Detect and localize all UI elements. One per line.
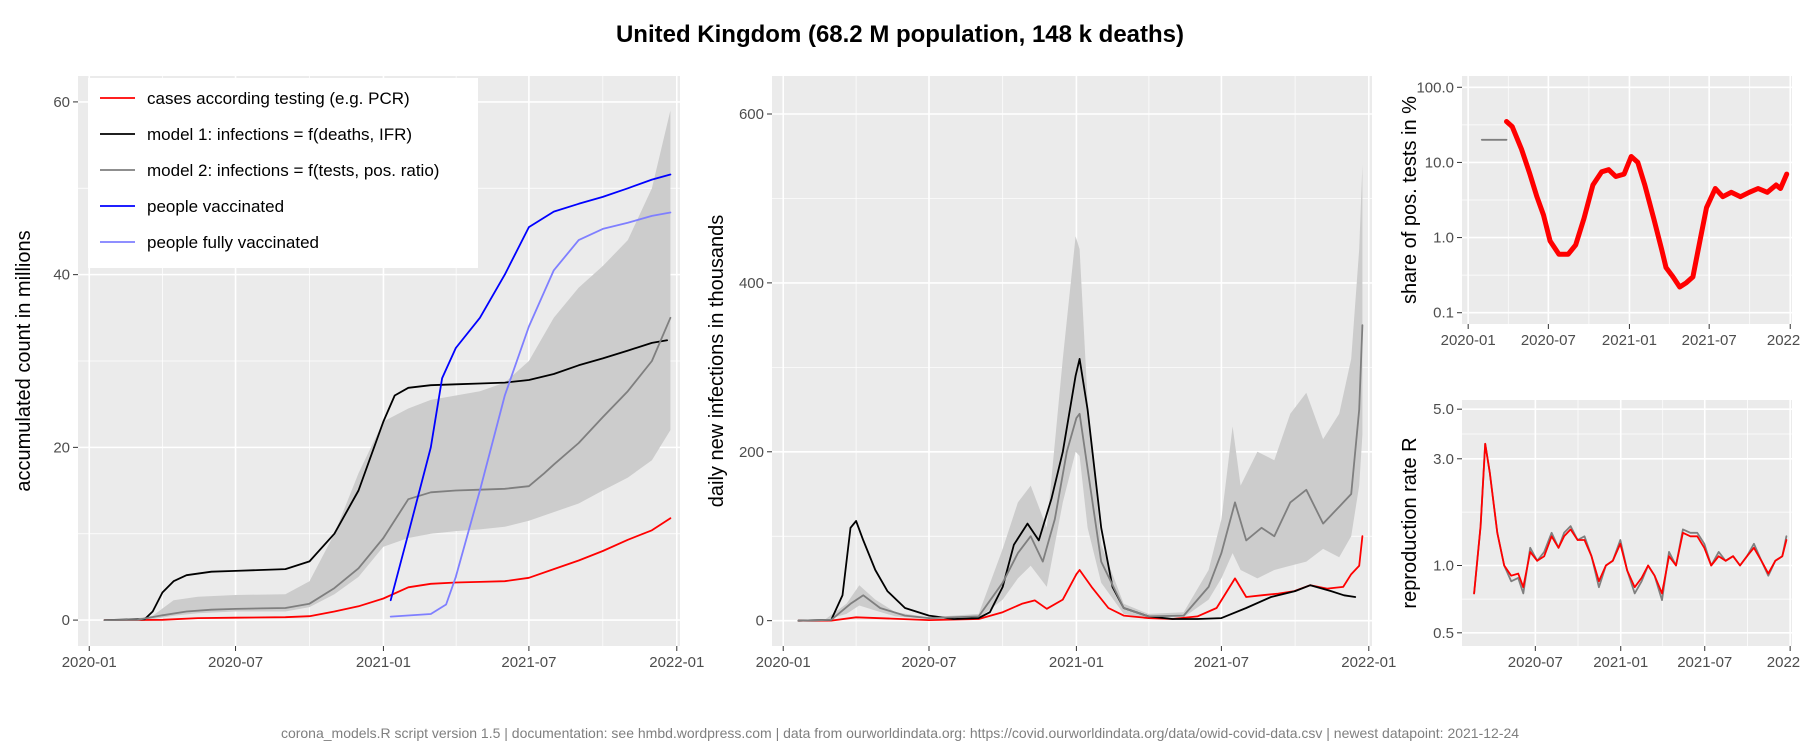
x-tick-label: 2020-01 [1441,332,1496,349]
y-tick-label: 0.1 [1433,305,1454,322]
y-tick-label: 100.0 [1416,79,1454,96]
series-people-vaccinated [389,173,672,602]
x-tick-label: 2022-01 [1341,654,1396,671]
y-tick-label: 10.0 [1425,154,1454,171]
x-tick-label: 2022-0 [1767,654,1800,671]
y-tick-label: 40 [53,267,70,284]
daily-infections-chart-marks [797,164,1364,622]
series-model-1-infections-f-deaths-ifr [797,357,1357,622]
x-tick-label: 2021-01 [356,654,411,671]
x-tick-label: 2021-01 [1049,654,1104,671]
series-model-2-infections-f-tests-pos-ratio [797,324,1364,622]
accumulated-chart-ylabel: accumulated count in millions [13,230,35,491]
legend-box [88,78,478,268]
reproduction-rate-chart-marks [1473,442,1788,601]
x-tick-label: 2020-07 [208,654,263,671]
x-tick-label: 2021-07 [501,654,556,671]
daily-infections-chart: 0 200 400 600 2020-01 2020-07 2021-01 2021-07 20… [706,76,1396,671]
reproduction-rate-chart-grid [1462,400,1792,646]
x-tick-label: 2021-01 [1593,654,1648,671]
legend-label: cases according testing (e.g. PCR) [147,89,410,108]
accumulated-chart-marks [103,110,672,621]
x-tick-label: 2020-07 [1508,654,1563,671]
uncertainty-band [125,110,671,621]
x-tick-label: 2020-07 [901,654,956,671]
accumulated-chart: 0 20 40 60 2020-01 2020-07 2021-01 2021-07 2022-… [13,76,704,671]
footer-note: corona_models.R script version 1.5 | doc… [281,725,1519,741]
reproduction-rate-chart-axes: 0.5 1.0 3.0 5.0 2020-07 2021-01 2021-07 2022-0 [1433,401,1800,671]
series-cases-according-testing-e-g-pcr [103,517,672,621]
legend-label: model 2: infections = f(tests, pos. rati… [147,161,439,180]
y-tick-label: 5.0 [1433,401,1454,418]
legend-label: people fully vaccinated [147,233,319,252]
y-tick-label: 200 [739,444,764,461]
accumulated-chart-axes: 0 20 40 60 2020-01 2020-07 2021-01 2021-07 2022-… [53,94,704,671]
series-r [1473,442,1788,595]
x-tick-label: 2021-07 [1682,332,1737,349]
y-tick-label: 20 [53,439,70,456]
x-tick-label: 2022-01 [649,654,704,671]
uncertainty-band [823,164,1363,621]
x-tick-label: 2020-01 [62,654,117,671]
accumulated-chart-legend: cases according testing (e.g. PCR) model … [88,78,478,268]
figure-title: United Kingdom (68.2 M population, 148 k… [616,21,1184,48]
daily-infections-chart-axes: 0 200 400 600 2020-01 2020-07 2021-01 2021-07 20… [739,106,1396,671]
y-tick-label: 1.0 [1433,557,1454,574]
positive-share-chart-ylabel: share of pos. tests in % [1399,96,1421,304]
x-tick-label: 2021-01 [1602,332,1657,349]
series-model-2-infections-f-tests-pos-ratio [103,316,672,621]
y-tick-label: 60 [53,94,70,111]
legend-label: model 1: infections = f(deaths, IFR) [147,125,412,144]
y-tick-label: 0.5 [1433,625,1454,642]
legend-label: people vaccinated [147,197,284,216]
y-tick-label: 1.0 [1433,230,1454,247]
x-tick-label: 2020-01 [756,654,811,671]
positive-share-chart: 0.1 1.0 10.0 100.0 2020-01 2020-07 2021-01 2021… [1399,76,1800,349]
series-share-of-pos-tests [1504,119,1790,290]
y-tick-label: 0 [756,613,764,630]
reproduction-rate-chart-panel [1462,400,1792,646]
series-model-1-infections-f-deaths-ifr [103,339,668,621]
series-people-fully-vaccinated [389,211,672,618]
daily-infections-chart-ylabel: daily new infections in thousands [706,215,728,507]
x-tick-label: 2021-07 [1677,654,1732,671]
y-tick-label: 0 [62,612,70,629]
positive-share-chart-marks [1480,119,1790,290]
reproduction-rate-chart-ylabel: reproduction rate R [1399,437,1421,608]
reproduction-rate-chart: 0.51.03.05.02020-072021-012021-072022-0 … [1399,400,1800,671]
positive-share-chart-axes: 0.1 1.0 10.0 100.0 2020-01 2020-07 2021-01 2021… [1416,79,1800,349]
x-tick-label: 2021-07 [1194,654,1249,671]
y-tick-label: 600 [739,106,764,123]
x-tick-label: 2022-0 [1767,332,1800,349]
x-tick-label: 2020-07 [1521,332,1576,349]
y-tick-label: 400 [739,275,764,292]
y-tick-label: 3.0 [1433,451,1454,468]
